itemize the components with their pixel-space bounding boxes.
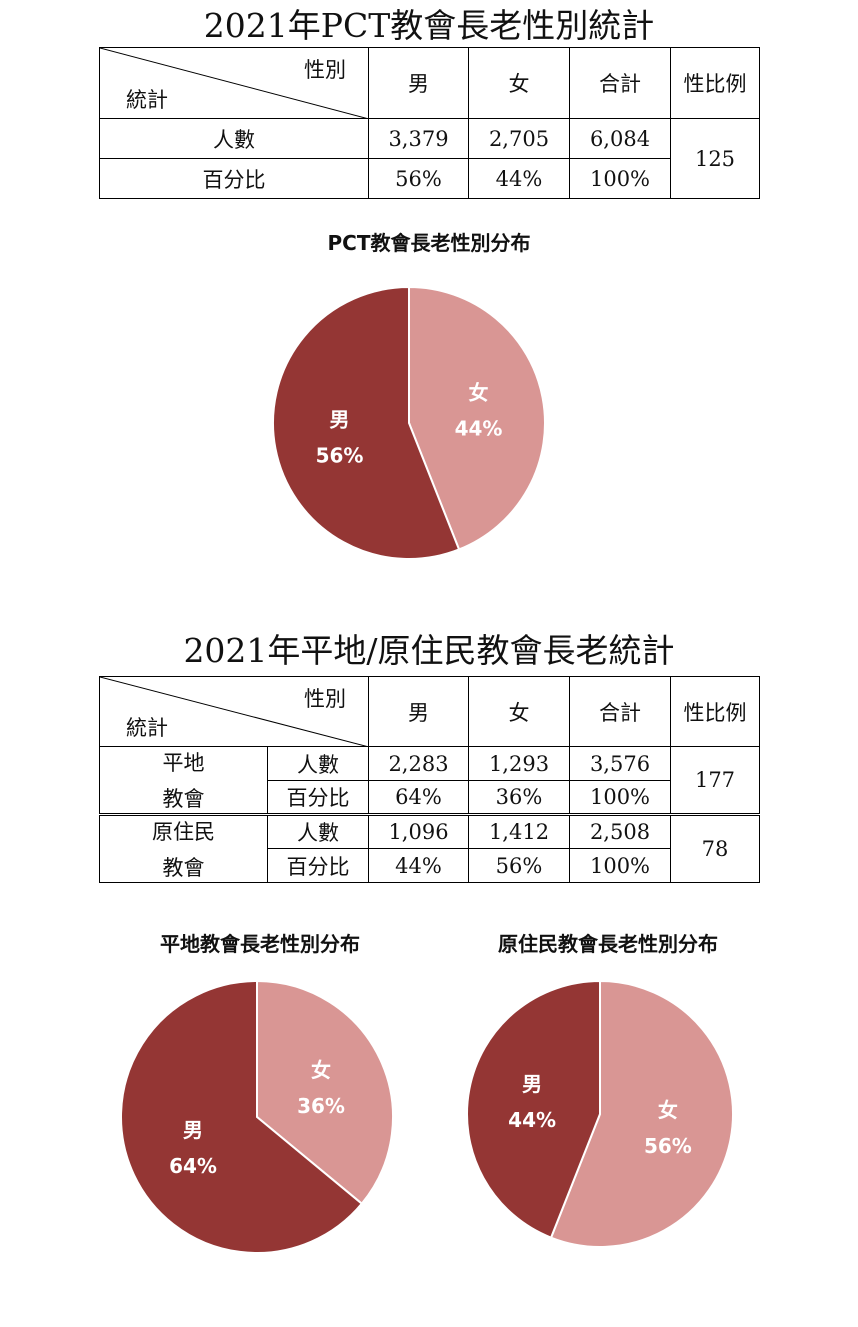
pie-slice-male (272, 285, 461, 560)
cell-female: 44% (468, 158, 570, 199)
group-label-plain: 平地 教會 (99, 746, 268, 815)
header-ratio: 性比例 (670, 676, 760, 747)
indigenous-gender-pie-chart: 女 56% 男 44% (466, 979, 734, 1248)
cell-total: 100% (569, 158, 671, 199)
cell-male: 3,379 (368, 118, 469, 159)
cell-ratio: 125 (670, 118, 760, 199)
cell-total: 100% (569, 780, 671, 815)
pie-slice-female (408, 285, 546, 551)
header-ratio: 性比例 (670, 47, 760, 119)
corner-label-stat: 統計 (126, 716, 168, 740)
gender-stats-table: 性別 統計 男 女 合計 性比例 人數 3,379 2,705 6,084 12… (99, 47, 760, 199)
plain-gender-pie-chart: 女 36% 男 64% (120, 979, 394, 1254)
table-row: 平地 教會 人數 2,283 1,293 3,576 177 (99, 746, 760, 815)
header-total: 合計 (569, 676, 671, 747)
row-label: 人數 (267, 813, 369, 849)
table-row: 原住民 教會 人數 1,096 1,412 2,508 78 (99, 813, 760, 883)
cell-female: 36% (468, 780, 570, 815)
slice-category-label-male: 男 (330, 407, 350, 431)
group-name-line1: 平地 (162, 751, 205, 775)
slice-category-label-female: 女 (658, 1098, 678, 1122)
pie-slice-male (466, 979, 601, 1239)
table2-title: 2021年平地/原住民教會長老統計 (183, 631, 675, 670)
pie-slice-female (256, 979, 394, 1206)
corner-label-gender: 性別 (304, 687, 346, 711)
group-label-indigenous: 原住民 教會 (99, 813, 268, 883)
slice-percent-label-female: 56% (644, 1134, 692, 1158)
table-row: 百分比 44% 56% 100% (100, 848, 760, 883)
cell-total: 2,508 (569, 813, 671, 849)
slice-percent-label-female: 36% (297, 1094, 345, 1118)
cell-total: 6,084 (569, 118, 671, 159)
cell-female: 1,293 (468, 746, 570, 781)
header-total: 合計 (569, 47, 671, 119)
header-female: 女 (468, 47, 570, 119)
corner-label-stat: 統計 (126, 88, 168, 112)
header-female: 女 (468, 676, 570, 747)
cell-male: 1,096 (368, 813, 469, 849)
slice-percent-label-female: 44% (455, 417, 503, 441)
pie-slice-female (549, 979, 734, 1248)
cell-female: 56% (468, 848, 570, 883)
slice-percent-label-male: 56% (316, 443, 364, 467)
pie1-title: PCT教會長老性別分布 (327, 231, 531, 255)
pie3-title: 原住民教會長老性別分布 (498, 932, 718, 956)
header-male: 男 (368, 47, 469, 119)
diagonal-line (100, 48, 369, 119)
row-label: 人數 (267, 746, 369, 781)
table-row: 人數 3,379 2,705 6,084 125 (99, 118, 760, 199)
cell-total: 3,576 (569, 746, 671, 781)
slice-category-label-male: 男 (183, 1118, 203, 1142)
cell-ratio: 78 (670, 813, 760, 883)
pie-slice-male (120, 979, 364, 1254)
group-name-line2: 教會 (162, 856, 205, 880)
cell-female: 1,412 (468, 813, 570, 849)
slice-percent-label-male: 64% (169, 1154, 217, 1178)
header-male: 男 (368, 676, 469, 747)
row-label: 百分比 (99, 158, 369, 199)
cell-male: 2,283 (368, 746, 469, 781)
row-label: 百分比 (267, 848, 369, 883)
table1-title: 2021年PCT教會長老性別統計 (203, 6, 655, 45)
group-name-line1: 原住民 (152, 820, 215, 844)
plain-indigenous-stats-table: 性別 統計 男 女 合計 性比例 平地 教會 人數 2,283 1,293 3,… (99, 676, 760, 883)
table-row: 百分比 56% 44% 100% (99, 158, 760, 199)
row-label: 人數 (99, 118, 369, 159)
cell-female: 2,705 (468, 118, 570, 159)
pie2-title: 平地教會長老性別分布 (160, 932, 360, 956)
group-name-line2: 教會 (162, 787, 205, 811)
cell-male: 64% (368, 780, 469, 815)
table-row: 百分比 64% 36% 100% (100, 780, 760, 815)
slice-category-label-female: 女 (469, 381, 489, 405)
slice-category-label-female: 女 (311, 1058, 331, 1082)
cell-ratio: 177 (670, 746, 760, 815)
corner-label-gender: 性別 (304, 58, 346, 82)
slice-category-label-male: 男 (522, 1072, 542, 1096)
table2-corner-header: 性別 統計 (99, 676, 369, 747)
row-label: 百分比 (267, 780, 369, 815)
slice-percent-label-male: 44% (508, 1108, 556, 1132)
pct-gender-pie-chart: 女 44% 男 56% (272, 285, 546, 560)
cell-total: 100% (569, 848, 671, 883)
diagonal-line (100, 677, 369, 747)
cell-male: 44% (368, 848, 469, 883)
table1-corner-header: 性別 統計 (99, 47, 369, 119)
cell-male: 56% (368, 158, 469, 199)
